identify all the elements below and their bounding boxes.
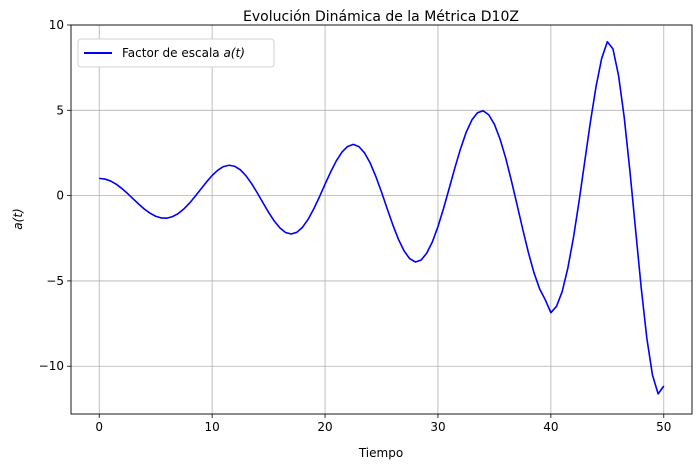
x-tick-label: 40 [543,420,558,434]
x-tick-label: 0 [95,420,103,434]
legend-label: Factor de escala a(t) [122,46,245,60]
x-tick-label: 50 [656,420,671,434]
legend: Factor de escala a(t) [77,38,275,68]
y-tick-label: −10 [39,359,64,373]
y-tick-label: −5 [46,274,64,288]
x-axis-label: Tiempo [358,446,403,460]
y-tick-label: 0 [56,189,64,203]
series-line [99,40,665,395]
y-ticks: 10 5 0 −5 −10 [39,18,71,373]
chart-title: Evolución Dinámica de la Métrica D10Z [243,9,519,25]
legend-box [77,38,275,68]
x-tick-label: 30 [430,420,445,434]
y-tick-label: 10 [49,18,64,32]
series-layer [99,40,665,395]
x-tick-label: 10 [204,420,219,434]
plot-frame [70,24,693,415]
y-tick-label: 5 [56,103,64,117]
x-tick-label: 20 [317,420,332,434]
x-ticks: 0 10 20 30 40 50 [95,414,671,434]
y-axis-label: a(t) [11,208,25,229]
